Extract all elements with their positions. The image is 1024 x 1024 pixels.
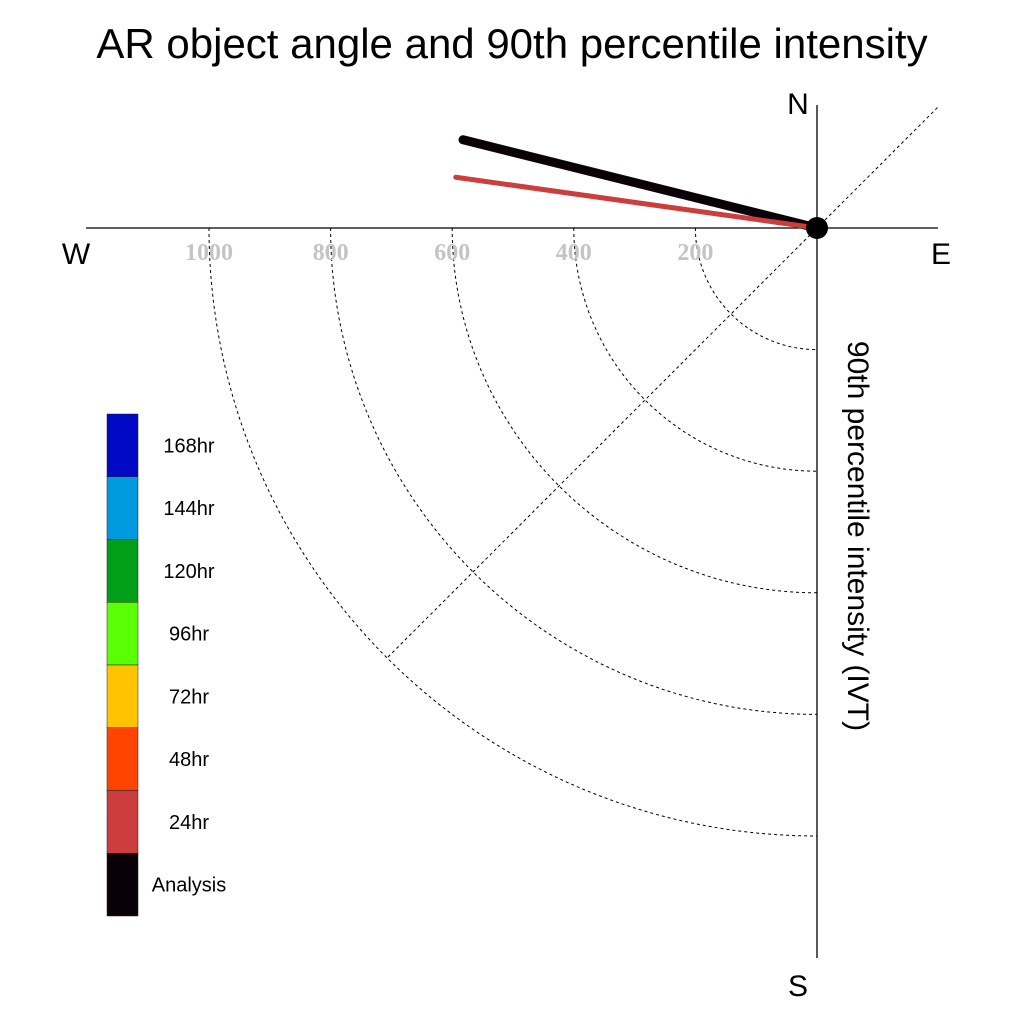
legend-swatch-analysis [106, 853, 139, 917]
legend-swatch-168hr [106, 413, 139, 477]
legend-swatch-120hr [106, 539, 139, 603]
compass-north-label: N [787, 88, 809, 121]
origin-marker [806, 217, 828, 239]
legend-swatch-24hr [106, 790, 139, 854]
legend-label-24hr: 24hr [169, 812, 209, 834]
grid-arc-600 [451, 227, 818, 594]
radial-axis-label: 90th percentile intensity (IVT) [841, 341, 874, 731]
grid-arc-1000 [208, 227, 818, 837]
legend-label-168hr: 168hr [163, 435, 214, 457]
legend-swatch-72hr [106, 664, 139, 728]
series-line-analysis [458, 135, 822, 233]
legend-label-144hr: 144hr [163, 498, 214, 520]
legend-label-120hr: 120hr [163, 561, 214, 583]
radial-tick-800: 800 [313, 240, 349, 266]
compass-axes [86, 105, 938, 958]
legend-label-72hr: 72hr [169, 686, 209, 708]
radial-tick-200: 200 [677, 240, 713, 266]
radial-tick-1000: 1000 [185, 240, 233, 266]
series-line-24hr [453, 174, 820, 231]
legend-label-96hr: 96hr [169, 624, 209, 646]
series-lines [453, 135, 828, 239]
legend-swatch-96hr [106, 602, 139, 666]
radial-tick-400: 400 [556, 240, 592, 266]
compass-west-label: W [62, 238, 91, 271]
legend-label-analysis: Analysis [152, 875, 226, 897]
legend: 168hr 144hr 120hr 96hr 72hr 48hr 24hr Analysis [106, 413, 226, 917]
compass-south-label: S [788, 970, 808, 1003]
chart-title: AR object angle and 90th percentile inte… [96, 20, 927, 67]
grid-diagonal [387, 106, 939, 658]
grid-arc-200 [694, 227, 818, 351]
compass-east-label: E [931, 238, 951, 271]
legend-swatch-144hr [106, 476, 139, 540]
polar-grid [208, 106, 939, 837]
legend-swatch-48hr [106, 727, 139, 791]
legend-label-48hr: 48hr [169, 749, 209, 771]
radial-tick-labels: 200 400 600 800 1000 [185, 240, 713, 266]
grid-arc-400 [573, 227, 818, 472]
radial-tick-600: 600 [434, 240, 470, 266]
grid-arc-800 [330, 227, 818, 715]
